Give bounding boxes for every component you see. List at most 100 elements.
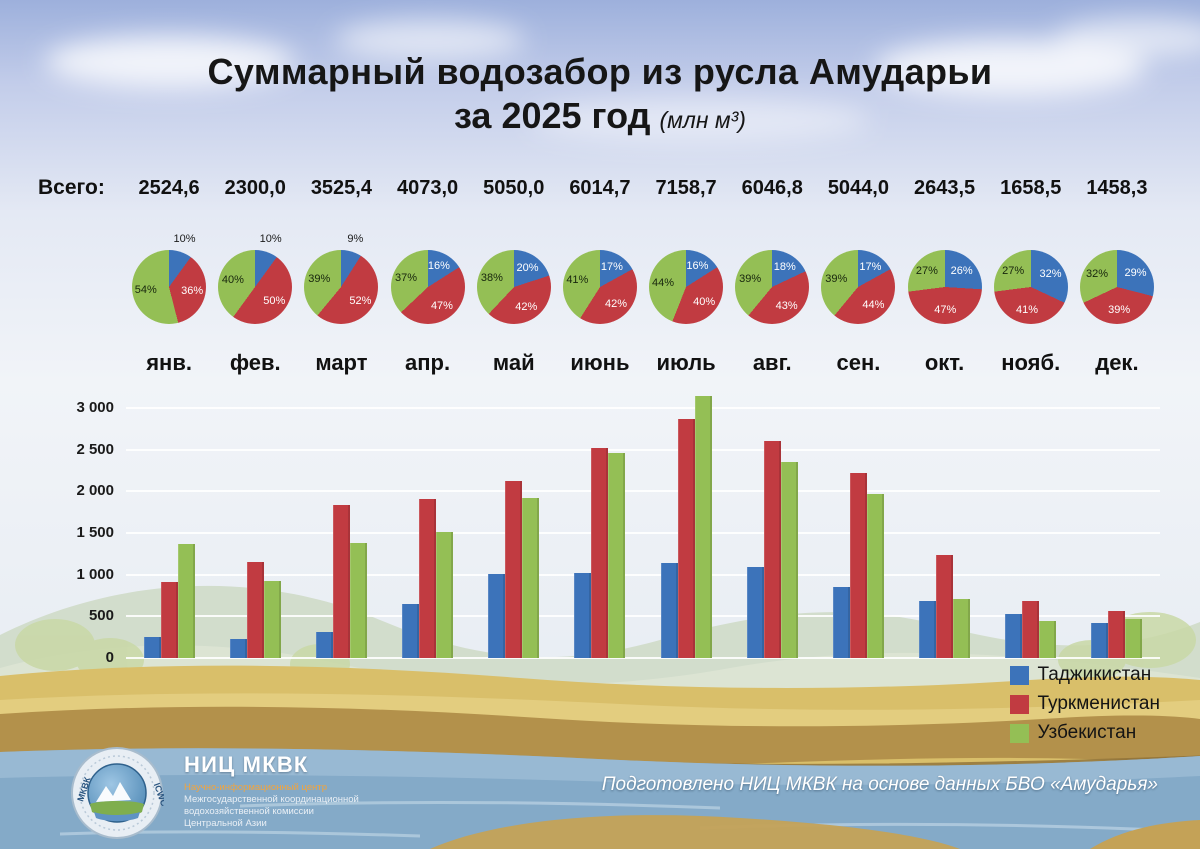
y-tick-label: 2 500 (76, 440, 114, 458)
legend-swatch (1009, 694, 1029, 714)
bar-group (471, 378, 557, 658)
bar-group (988, 378, 1074, 658)
pie-chart: 32% 41% 27% (993, 250, 1068, 324)
y-tick-label: 0 (105, 649, 114, 666)
pie-slice-label: 47% (430, 299, 453, 312)
bar-Узбекистан (263, 581, 281, 658)
legend-swatch (1009, 665, 1029, 685)
org-block: НИЦ МКВК Научно-информационный центр Межг… (184, 752, 359, 830)
pie-slice-label: 16% (427, 260, 450, 273)
pie-slice-label: 17% (859, 260, 882, 273)
pie-chart: 17% 42% 41% (562, 250, 637, 324)
pies-row: 10% 36% 54% 10% 50% 40% 9% 52% 39% 16% 47% 37% 20% 42… (30, 232, 1160, 342)
pie-slice-label: 37% (394, 271, 417, 284)
title-units: (млн м³) (659, 107, 746, 133)
bar-Таджикистан (488, 573, 506, 658)
bar-group (815, 378, 901, 658)
pie-slice-label: 17% (600, 260, 623, 273)
month-label: авг. (752, 350, 792, 375)
pie-cell: 29% 39% 32% (1074, 232, 1160, 342)
pie-slice-label: 27% (915, 265, 938, 278)
pie-slice-label: 50% (263, 294, 286, 307)
y-tick-label: 500 (88, 607, 114, 625)
pie-cell: 32% 41% 27% (988, 232, 1074, 342)
pie-cell: 10% 50% 40% (212, 232, 298, 342)
bar-group (902, 378, 988, 658)
org-line: водохозяйственной комиссии (184, 806, 314, 817)
bar-Туркменистан (763, 441, 781, 658)
total-value: 2643,5 (913, 176, 976, 199)
bar-group (126, 378, 212, 658)
month-label: июнь (570, 350, 630, 375)
bar-Узбекистан (694, 395, 712, 658)
pie-slice-label: 27% (1002, 265, 1025, 278)
pie-slice-label: 10% (259, 233, 282, 246)
bar-Узбекистан (608, 452, 626, 658)
bar-Туркменистан (160, 582, 178, 658)
pie-slice-label: 39% (739, 273, 762, 286)
org-line: Межгосударственной координационной (184, 794, 359, 805)
totals-label: Всего: (38, 176, 105, 199)
bar-Таджикистан (746, 567, 764, 658)
bar-Туркменистан (677, 419, 695, 658)
bar-Туркменистан (505, 481, 523, 658)
gridline (126, 657, 1160, 659)
bar-Узбекистан (436, 532, 454, 658)
pie-slice-label: 40% (221, 273, 244, 286)
legend-item: Туркменистан (1009, 693, 1160, 715)
pie-chart: 16% 40% 44% (649, 250, 724, 324)
totals-row: Всего: 2524,6 2300,0 3525,4 4073,0 5050,0 601… (30, 176, 1160, 200)
total-value: 6046,8 (741, 176, 803, 199)
month-label: нояб. (1001, 350, 1061, 375)
pie-slice-label: 26% (950, 264, 973, 277)
pie-slice-label: 52% (349, 294, 372, 307)
total-value: 6014,7 (569, 176, 631, 199)
bar-Узбекистан (522, 498, 540, 658)
pie-slice-label: 42% (515, 300, 538, 313)
pie-slice-label: 32% (1039, 268, 1062, 281)
total-value: 4073,0 (396, 176, 459, 199)
pie-slice-label: 16% (686, 260, 709, 273)
pie-chart: 17% 44% 39% (821, 250, 896, 324)
bar-Узбекистан (1125, 619, 1143, 658)
gridline (126, 407, 1160, 409)
row-spacer (30, 232, 126, 342)
month-label: окт. (924, 350, 965, 375)
bar-Узбекистан (953, 598, 971, 658)
pie-chart: 10% 36% 54% (132, 233, 207, 324)
bar-group (298, 378, 384, 658)
pie-slice-label: 54% (134, 283, 157, 296)
bar-group (212, 378, 298, 658)
bar-Таджикистан (919, 600, 937, 658)
month-label: апр. (405, 350, 451, 375)
pie-cell: 16% 40% 44% (643, 232, 729, 342)
pie-slice-label: 38% (480, 272, 503, 285)
gridline (126, 615, 1160, 618)
total-value: 2300,0 (224, 176, 286, 199)
bar-group (1074, 378, 1160, 658)
total-value: 5050,0 (483, 176, 545, 199)
pie-cell: 17% 42% 41% (557, 232, 643, 342)
month-label: май (492, 350, 535, 375)
org-line: Научно-информационный центр (184, 782, 327, 793)
pie-slice-label: 9% (347, 233, 364, 245)
pie-cell: 26% 47% 27% (901, 232, 987, 342)
bar-Таджикистан (660, 562, 678, 658)
pie-slice-label: 42% (604, 298, 627, 311)
bar-Узбекистан (866, 494, 884, 658)
total-value: 7158,7 (655, 176, 717, 199)
month-label: дек. (1095, 350, 1139, 375)
row-spacer (30, 350, 126, 376)
bar-group (729, 378, 815, 658)
pie-slice-label: 47% (934, 304, 957, 317)
gridline (126, 532, 1160, 534)
bar-Таджикистан (1005, 613, 1023, 658)
org-short-name: НИЦ МКВК (184, 752, 309, 777)
chart-legend: Таджикистан Туркменистан Узбекистан (1009, 664, 1160, 751)
bar-Узбекистан (780, 461, 798, 658)
pie-cell: 9% 52% 39% (298, 232, 384, 342)
pie-slice-label: 29% (1124, 266, 1147, 279)
legend-label: Таджикистан (1037, 664, 1152, 685)
pie-chart: 29% 39% 32% (1079, 250, 1154, 324)
